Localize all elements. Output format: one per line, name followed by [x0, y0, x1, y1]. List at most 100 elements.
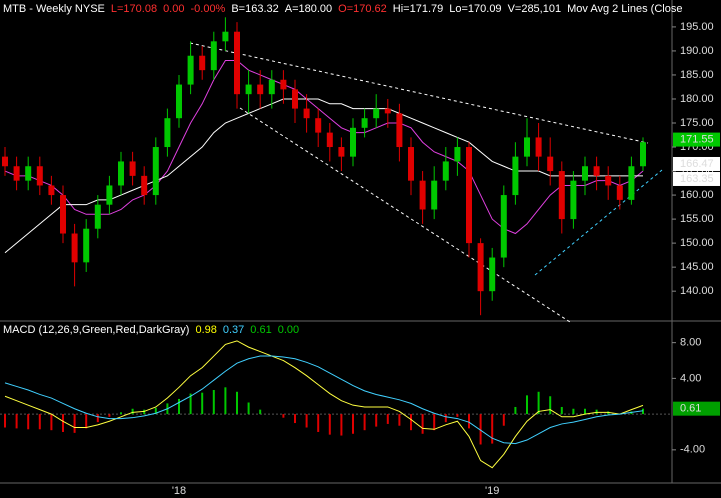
trendline	[189, 42, 649, 144]
line	[4, 340, 644, 469]
candle-body	[616, 185, 623, 200]
price-tag	[673, 156, 720, 171]
candle-body	[326, 132, 333, 148]
header-item: -0.00%	[190, 3, 225, 15]
y-tick-label: -4.00	[680, 444, 705, 456]
candle-body	[141, 175, 148, 196]
y-tick-label: 150.00	[680, 237, 714, 249]
header-item: 0.61	[250, 324, 271, 336]
candle-body	[500, 195, 507, 258]
header-item: MACD (12,26,9,Green,Red,DarkGray)	[3, 324, 189, 336]
candle-body	[350, 127, 356, 157]
candle-body	[466, 147, 472, 244]
y-tick-label: 160.00	[680, 189, 714, 201]
candle-body	[257, 84, 264, 95]
header-item: 0.98	[195, 324, 216, 336]
candle-body	[280, 79, 287, 90]
candle-body	[152, 147, 159, 196]
candle-body	[234, 31, 240, 95]
header-item: O=170.62	[338, 3, 387, 15]
candle-body	[558, 171, 565, 220]
candle-body	[315, 118, 322, 133]
candle-body	[176, 84, 182, 119]
candle-body	[36, 166, 43, 186]
candle-body	[408, 147, 414, 181]
candle-body	[512, 156, 519, 196]
price-tag-label: 0.61	[680, 403, 701, 415]
y-tick-label: 190.00	[680, 45, 714, 57]
y-tick-label: 4.00	[680, 372, 701, 384]
candle-body	[268, 79, 275, 95]
candle-body	[187, 55, 194, 85]
header-item: 0.00	[278, 324, 299, 336]
candle-body	[60, 195, 66, 234]
candle-body	[489, 257, 496, 292]
price-tag	[673, 401, 720, 416]
candle-body	[210, 41, 217, 71]
candle-body	[25, 166, 32, 181]
candle-body	[593, 166, 600, 176]
header: MTB - Weekly NYSE L=170.08 0.00 -0.00% B=163…	[3, 3, 682, 15]
price-tag-label: 166.47	[680, 158, 714, 170]
header-item: Hi=171.79	[393, 3, 443, 15]
candle-body	[442, 161, 449, 181]
y-tick-label: 180.00	[680, 93, 714, 105]
header: MACD (12,26,9,Green,Red,DarkGray) 0.98 0.3…	[3, 324, 299, 336]
candle-body	[605, 175, 612, 186]
header-item: Lo=170.09	[449, 3, 501, 15]
candle-body	[106, 185, 113, 205]
price-tag-label: 171.55	[680, 133, 714, 145]
candle-body	[477, 243, 484, 292]
candle-body	[454, 147, 461, 162]
candle-body	[245, 84, 252, 95]
candle-body	[222, 31, 229, 42]
candle-body	[384, 108, 391, 114]
header-item: B=163.32	[231, 3, 278, 15]
y-tick-label: 140.00	[680, 285, 714, 297]
candle-body	[199, 55, 206, 71]
line	[4, 355, 644, 445]
candle-body	[524, 137, 530, 157]
header-item: V=285,101	[508, 3, 562, 15]
candle-body	[83, 228, 90, 263]
y-tick-label: 185.00	[680, 69, 714, 81]
candle-body	[373, 108, 380, 119]
candle-body	[2, 156, 8, 167]
candle-body	[71, 233, 78, 263]
y-tick-label: 155.00	[680, 213, 714, 225]
candle-body	[118, 161, 124, 186]
y-tick-label: 145.00	[680, 261, 714, 273]
header-item: 0.00	[163, 3, 184, 15]
x-tick-label: '19	[485, 485, 499, 497]
candle-body	[535, 137, 542, 157]
candle-body	[547, 156, 554, 172]
candle-body	[338, 147, 345, 157]
candle-body	[582, 166, 588, 181]
price-tag	[673, 132, 720, 147]
header-item: L=170.08	[111, 3, 157, 15]
candle-body	[628, 166, 635, 200]
candle-body	[129, 161, 136, 176]
candle-body	[48, 185, 55, 196]
candle-body	[396, 113, 403, 148]
candle-body	[419, 180, 426, 210]
line	[4, 60, 644, 235]
y-tick-label: 175.00	[680, 117, 714, 129]
candle-body	[361, 118, 368, 128]
header-item: 0.37	[223, 324, 244, 336]
header-item: A=180.00	[285, 3, 332, 15]
y-tick-label: 8.00	[680, 337, 701, 349]
candle-body	[164, 118, 171, 148]
candle-body	[13, 166, 20, 181]
candle-body	[303, 108, 310, 119]
candle-body	[431, 180, 438, 210]
y-tick-label: 195.00	[680, 21, 714, 33]
candle-body	[292, 89, 298, 109]
header-item: Mov Avg 2 Lines (Close	[567, 3, 682, 15]
x-tick-label: '18	[172, 485, 186, 497]
candle-body	[570, 180, 577, 220]
price-tag	[673, 171, 720, 186]
